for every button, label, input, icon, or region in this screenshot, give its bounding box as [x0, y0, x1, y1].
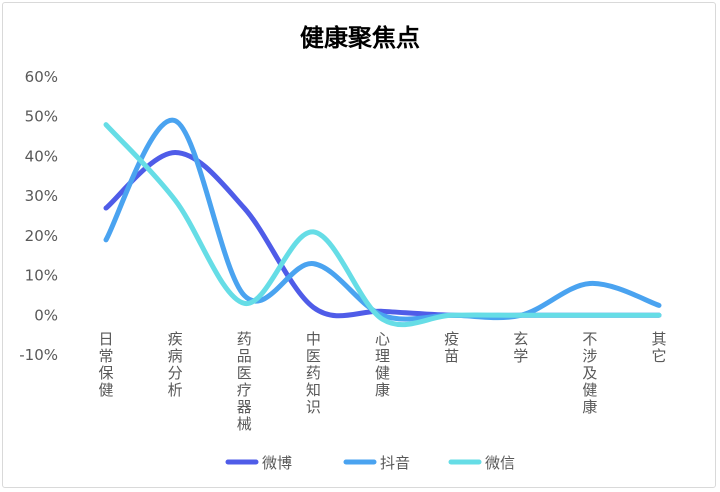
y-tick-label: 60% [25, 68, 58, 86]
y-axis: 60% 50% 40% 30% 20% 10% 0% -10% [19, 68, 58, 364]
y-tick-label: 40% [25, 147, 58, 165]
y-tick-label: -10% [19, 346, 58, 364]
legend-item: 微博 [225, 454, 292, 472]
series-line-3 [103, 122, 662, 328]
chart-frame [2, 2, 716, 488]
x-axis: 日常保健 疾病分析 药品医疗器械 中医药知识 心理健康 疫苗 玄学 不涉及健康 其它 [98, 330, 666, 433]
chart-title: 健康聚焦点 [300, 24, 420, 52]
series-line-1 [103, 149, 662, 319]
y-tick-label: 50% [25, 108, 58, 126]
x-tick-label: 玄学 [513, 330, 528, 365]
legend-label: 抖音 [380, 454, 410, 472]
legend-label: 微博 [262, 454, 292, 472]
x-tick-label: 日常保健 [98, 330, 113, 399]
x-tick-label: 疫苗 [444, 330, 459, 365]
legend-item: 微信 [448, 454, 515, 472]
y-tick-label: 0% [34, 306, 58, 324]
x-tick-label: 不涉及健康 [582, 330, 597, 416]
legend-label: 微信 [485, 454, 515, 472]
series-line-2 [103, 118, 662, 322]
x-tick-label: 心理健康 [375, 330, 390, 399]
legend: 微博 抖音 微信 [225, 454, 515, 472]
x-tick-label: 疾病分析 [168, 330, 183, 399]
x-tick-label: 其它 [651, 330, 666, 365]
legend-item: 抖音 [343, 454, 410, 472]
x-tick-label: 中医药知识 [306, 330, 321, 416]
y-tick-label: 20% [25, 227, 58, 245]
y-tick-label: 30% [25, 187, 58, 205]
x-tick-label: 药品医疗器械 [237, 330, 252, 433]
series-lines [103, 118, 662, 328]
y-tick-label: 10% [25, 267, 58, 285]
